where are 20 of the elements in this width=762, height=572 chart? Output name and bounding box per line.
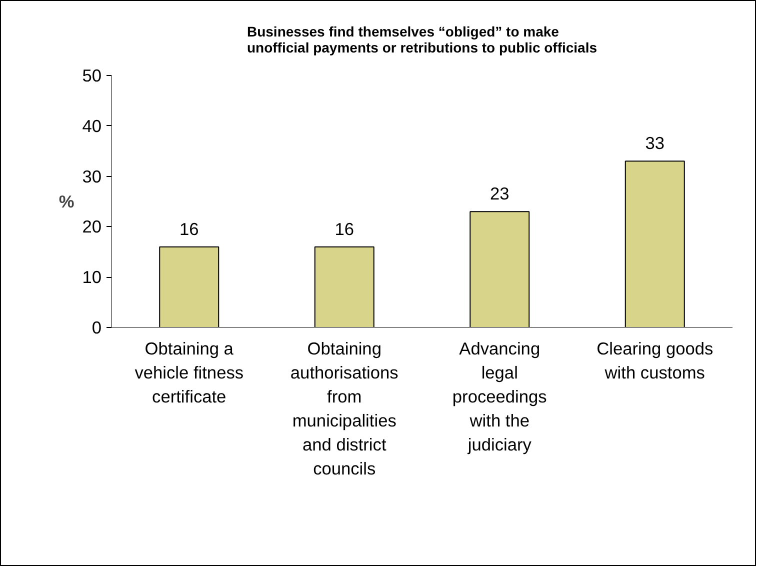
- data-label: 16: [334, 218, 354, 239]
- data-label: 16: [179, 218, 199, 239]
- x-tick-label: Clearing goods with customs: [596, 338, 714, 382]
- y-tick-label: 0: [92, 318, 102, 338]
- bar: [470, 211, 530, 328]
- y-axis-title: %: [58, 192, 74, 212]
- y-tick-label: 20: [82, 216, 102, 237]
- y-tick-label: 10: [82, 267, 102, 288]
- data-label: 33: [645, 133, 665, 154]
- chart-title: Businesses find themselves “obliged” to make unofficial payments or retributions to public officials: [246, 24, 598, 56]
- x-tick-label: Obtaining a vehicle fitness certificate: [134, 338, 244, 406]
- y-tick-label: 40: [82, 116, 102, 136]
- y-tick-label: 50: [82, 66, 102, 86]
- bar: [159, 246, 220, 328]
- x-tick-label: Obtaining authorisations from municipalities and district councils: [290, 338, 399, 478]
- x-tick-label: Advancing legal proceedings with the judiciary: [452, 338, 548, 454]
- bar: [314, 246, 374, 328]
- bar: [624, 160, 685, 328]
- y-tick-label: 30: [82, 166, 102, 186]
- data-label: 23: [490, 184, 510, 204]
